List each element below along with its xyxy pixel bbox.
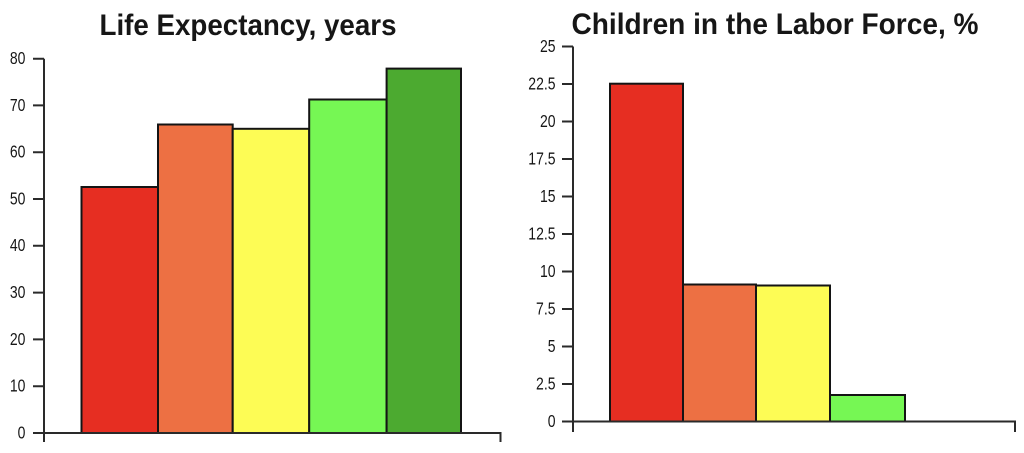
svg-text:0: 0: [548, 413, 556, 432]
svg-text:Life Expectancy, years: Life Expectancy, years: [100, 9, 397, 42]
svg-text:25: 25: [540, 38, 556, 57]
svg-text:Children in the Labor Force, %: Children in the Labor Force, %: [572, 8, 979, 41]
svg-text:17.5: 17.5: [528, 150, 555, 169]
svg-text:12.5: 12.5: [528, 225, 555, 244]
svg-text:7.5: 7.5: [536, 300, 556, 319]
svg-text:20: 20: [10, 330, 26, 349]
svg-text:50: 50: [10, 190, 26, 209]
svg-text:5: 5: [548, 338, 556, 357]
svg-text:10: 10: [10, 377, 26, 396]
svg-text:10: 10: [540, 263, 556, 282]
svg-text:60: 60: [10, 143, 26, 162]
svg-text:2.5: 2.5: [536, 375, 556, 394]
svg-text:20: 20: [540, 113, 556, 132]
svg-text:30: 30: [10, 284, 26, 303]
svg-text:40: 40: [10, 237, 26, 256]
svg-text:70: 70: [10, 96, 26, 115]
svg-text:15: 15: [540, 188, 556, 207]
svg-text:0: 0: [18, 424, 26, 443]
svg-text:22.5: 22.5: [528, 75, 555, 94]
svg-text:80: 80: [10, 50, 26, 69]
